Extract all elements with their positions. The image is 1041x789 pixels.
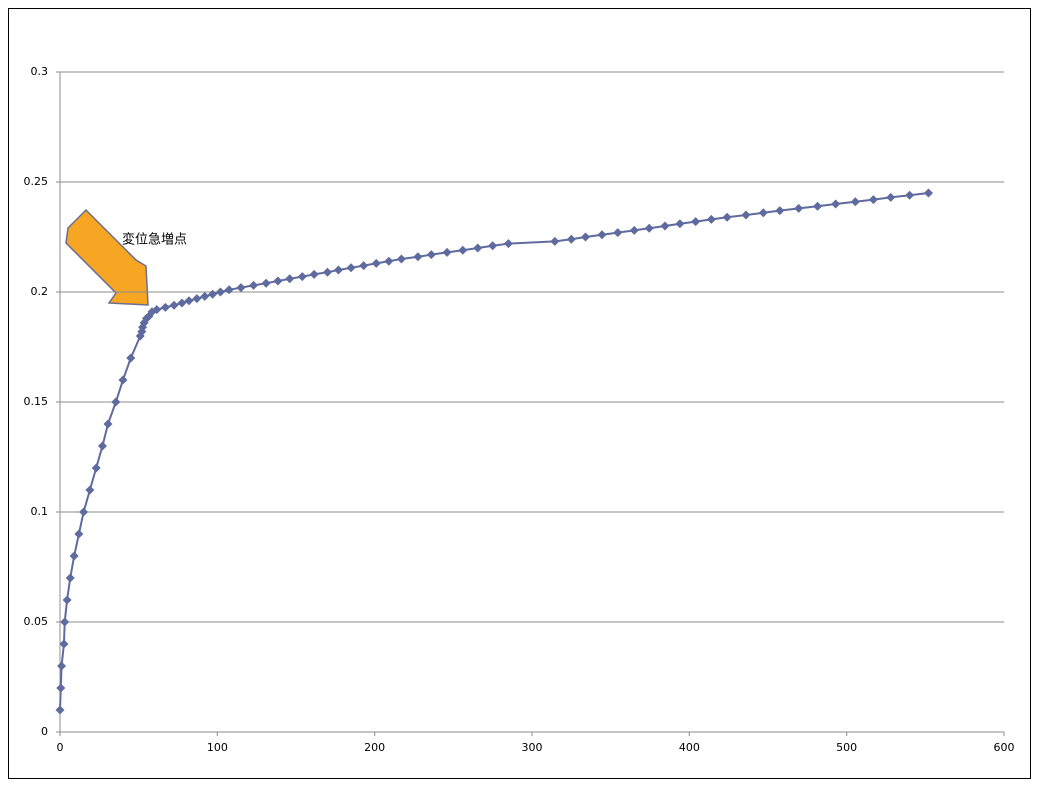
data-marker bbox=[322, 267, 332, 277]
data-marker bbox=[396, 254, 406, 264]
y-tick-label: 0 bbox=[41, 725, 48, 738]
data-marker bbox=[74, 529, 84, 539]
chart-frame bbox=[8, 8, 1031, 779]
data-marker bbox=[297, 272, 307, 282]
data-marker bbox=[794, 203, 804, 213]
data-marker bbox=[371, 258, 381, 268]
data-marker bbox=[111, 397, 121, 407]
data-marker bbox=[126, 353, 136, 363]
data-marker bbox=[79, 507, 89, 517]
data-marker bbox=[473, 243, 483, 253]
data-marker bbox=[886, 192, 896, 202]
data-marker bbox=[706, 214, 716, 224]
data-marker bbox=[923, 188, 933, 198]
data-marker bbox=[813, 201, 823, 211]
data-marker bbox=[346, 263, 356, 273]
x-tick-label: 100 bbox=[207, 741, 228, 754]
data-marker bbox=[660, 221, 670, 231]
data-marker bbox=[566, 234, 576, 244]
data-marker bbox=[285, 274, 295, 284]
data-marker bbox=[69, 551, 79, 561]
data-marker bbox=[644, 223, 654, 233]
data-marker bbox=[177, 298, 187, 308]
data-marker bbox=[488, 241, 498, 251]
data-marker bbox=[273, 276, 283, 286]
data-marker bbox=[184, 296, 194, 306]
data-marker bbox=[169, 300, 179, 310]
x-tick-label: 0 bbox=[57, 741, 64, 754]
data-marker bbox=[208, 289, 218, 299]
data-marker bbox=[831, 199, 841, 209]
data-marker bbox=[850, 197, 860, 207]
annotation-text: 変位急増点 bbox=[122, 232, 187, 248]
data-marker bbox=[758, 208, 768, 218]
data-marker bbox=[62, 595, 72, 605]
x-tick-label: 200 bbox=[364, 741, 385, 754]
data-marker bbox=[629, 225, 639, 235]
data-marker bbox=[741, 210, 751, 220]
data-marker bbox=[413, 252, 423, 262]
data-marker bbox=[597, 230, 607, 240]
data-marker bbox=[200, 291, 210, 301]
data-marker bbox=[249, 280, 259, 290]
data-marker bbox=[236, 283, 246, 293]
y-tick-label: 0.05 bbox=[24, 615, 49, 628]
y-tick-label: 0.1 bbox=[31, 505, 49, 518]
data-marker bbox=[675, 219, 685, 229]
data-marker bbox=[309, 269, 319, 279]
data-marker bbox=[775, 206, 785, 216]
data-marker bbox=[722, 212, 732, 222]
x-tick-label: 400 bbox=[679, 741, 700, 754]
data-marker bbox=[192, 294, 202, 304]
y-tick-label: 0.25 bbox=[24, 175, 49, 188]
data-marker bbox=[60, 617, 70, 627]
data-marker bbox=[152, 305, 162, 315]
x-tick-label: 300 bbox=[522, 741, 543, 754]
data-marker bbox=[85, 485, 95, 495]
x-tick-label: 600 bbox=[994, 741, 1015, 754]
data-marker bbox=[160, 302, 170, 312]
y-tick-label: 0.15 bbox=[24, 395, 49, 408]
data-marker bbox=[503, 239, 513, 249]
data-marker bbox=[458, 245, 468, 255]
data-marker bbox=[261, 278, 271, 288]
data-marker bbox=[580, 232, 590, 242]
data-marker bbox=[55, 705, 65, 715]
annotation-arrow bbox=[65, 208, 149, 306]
data-marker bbox=[57, 661, 67, 671]
data-marker bbox=[333, 265, 343, 275]
data-marker bbox=[59, 639, 69, 649]
data-marker bbox=[215, 287, 225, 297]
data-marker bbox=[613, 228, 623, 238]
data-marker bbox=[442, 247, 452, 257]
data-marker bbox=[91, 463, 101, 473]
data-marker bbox=[384, 256, 394, 266]
y-tick-label: 0.2 bbox=[31, 285, 49, 298]
data-marker bbox=[118, 375, 128, 385]
data-marker bbox=[65, 573, 75, 583]
data-marker bbox=[426, 250, 436, 260]
x-tick-label: 500 bbox=[836, 741, 857, 754]
data-marker bbox=[550, 236, 560, 246]
data-marker bbox=[359, 261, 369, 271]
data-marker bbox=[56, 683, 66, 693]
data-marker bbox=[691, 217, 701, 227]
data-marker bbox=[224, 285, 234, 295]
data-marker bbox=[905, 190, 915, 200]
data-marker bbox=[868, 195, 878, 205]
y-tick-label: 0.3 bbox=[31, 65, 49, 78]
data-marker bbox=[103, 419, 113, 429]
data-marker bbox=[97, 441, 107, 451]
